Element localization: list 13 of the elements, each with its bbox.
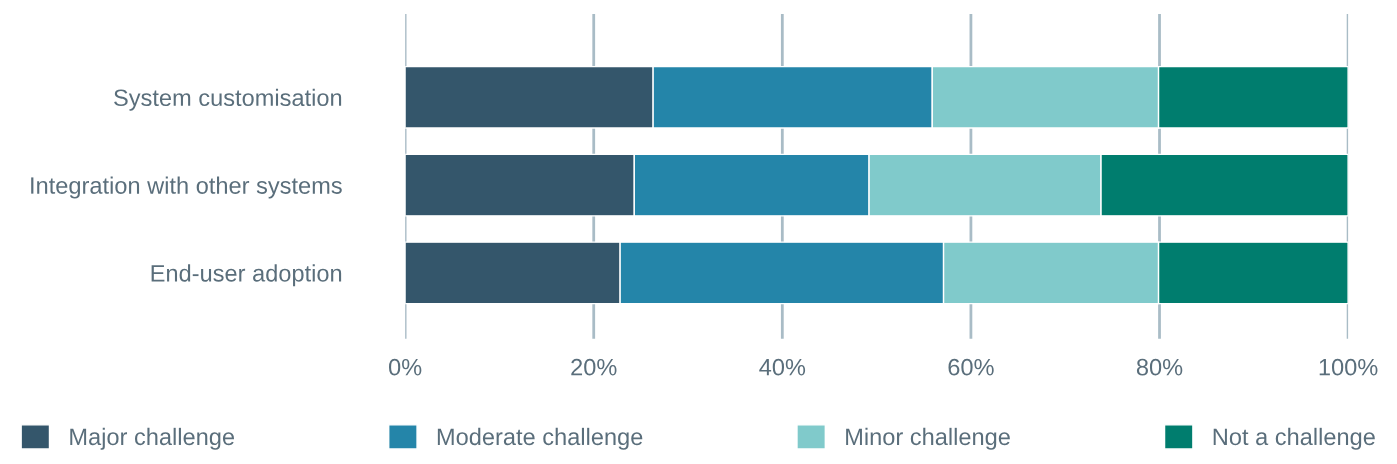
y-tick-label: End-user adoption xyxy=(151,264,342,287)
x-tick-label: 20% xyxy=(571,358,617,376)
legend-label: Major challenge xyxy=(70,427,235,450)
x-tick-label: 60% xyxy=(948,358,994,376)
y-tick-label: Integration with other systems xyxy=(31,176,342,199)
x-tick-label: 100% xyxy=(1319,358,1378,376)
x-tick-label: 40% xyxy=(759,358,806,376)
legend-label: Moderate challenge xyxy=(437,427,643,450)
y-tick-label: System customisation xyxy=(114,88,342,111)
legend-label: Minor challenge xyxy=(846,427,1010,450)
x-tick-label: 80% xyxy=(1136,358,1183,376)
legend-label: Not a challenge xyxy=(1213,427,1375,450)
x-tick-label: 0% xyxy=(388,358,422,376)
